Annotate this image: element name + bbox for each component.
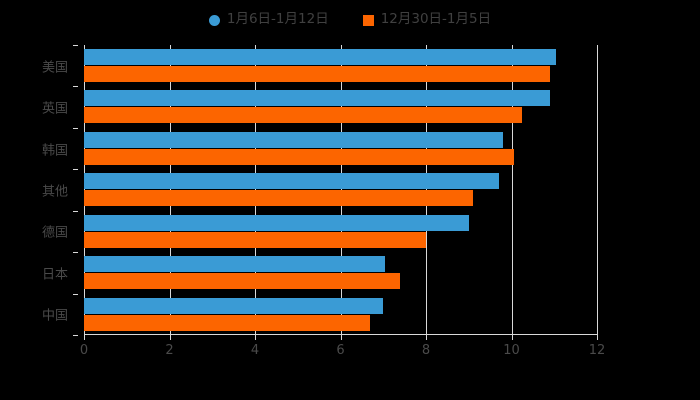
bar-group [84,294,597,335]
gridline-x-6 [597,45,598,335]
y-tick-mark-2 [73,127,78,129]
legend-circle-marker-icon [208,14,220,26]
y-tick-mark-5 [73,252,78,254]
y-axis-label-6: 中国 [41,308,68,324]
bar[interactable] [84,190,474,207]
bar[interactable] [84,173,499,190]
bar-group [84,86,597,127]
y-axis-label-2: 韩国 [41,143,68,159]
bar[interactable] [84,90,550,107]
gridline-x-4 [426,45,427,335]
bar[interactable] [84,314,371,331]
y-axis-label-4: 德国 [41,225,68,241]
x-tick-mark-3 [340,335,342,340]
bar[interactable] [84,49,557,65]
x-tick-mark-2 [255,335,256,340]
x-tick-label-5: 10 [503,343,520,358]
legend-item-series-0[interactable]: 1月6日-1月12日 [208,11,329,28]
x-tick-label-4: 8 [421,343,431,358]
bar-group [84,45,597,86]
x-tick-mark-0 [84,335,85,340]
x-tick-mark-1 [169,335,171,340]
bar[interactable] [84,214,469,231]
x-axis-ticks: 0 2 4 6 8 10 12 [80,335,605,361]
bar[interactable] [84,256,386,273]
y-tick-mark-3 [73,169,78,171]
y-axis-labels: 美国英国韩国其他德国日本中国 [0,45,78,336]
bar[interactable] [84,107,523,124]
x-tick-label-3: 6 [336,343,345,358]
gridline-x-5 [511,45,513,335]
gridline-x-1 [169,45,171,335]
y-tick-mark-4 [73,210,78,212]
legend-label-series-0: 1月6日-1月12日 [226,11,329,28]
bar[interactable] [84,148,514,165]
y-axis-label-1: 英国 [41,101,68,117]
y-tick-mark-0 [73,45,78,46]
y-axis-label-3: 其他 [41,184,68,200]
y-tick-mark-end [73,335,78,336]
y-axis-line [84,45,85,335]
x-axis-line [84,334,597,335]
bar-group [84,211,597,252]
y-tick-mark-1 [73,86,78,88]
y-tick-mark-6 [73,293,78,295]
y-axis-label-5: 日本 [41,267,68,283]
x-tick-mark-5 [511,335,513,340]
bar[interactable] [84,273,401,290]
legend-square-marker-icon [362,14,374,26]
x-tick-label-2: 4 [250,343,260,358]
x-tick-label-1: 2 [165,343,174,358]
legend-item-series-1[interactable]: 12月30日-1月5日 [362,11,492,28]
gridline-x-3 [340,45,342,335]
y-axis-label-0: 美国 [41,60,68,76]
x-tick-label-6: 12 [588,343,606,358]
gridline-x-2 [255,45,256,335]
bar[interactable] [84,297,384,314]
chart-legend: 1月6日-1月12日 12月30日-1月5日 [0,8,700,32]
legend-label-series-1: 12月30日-1月5日 [380,11,492,28]
x-tick-mark-4 [426,335,427,340]
x-tick-label-0: 0 [79,343,89,358]
plot-area [84,45,598,335]
bar-group [84,252,597,293]
bar-group [84,128,597,169]
bar-group [84,169,597,210]
bar[interactable] [84,66,550,82]
x-tick-mark-6 [597,335,598,340]
bar[interactable] [84,131,503,148]
bar[interactable] [84,231,426,248]
